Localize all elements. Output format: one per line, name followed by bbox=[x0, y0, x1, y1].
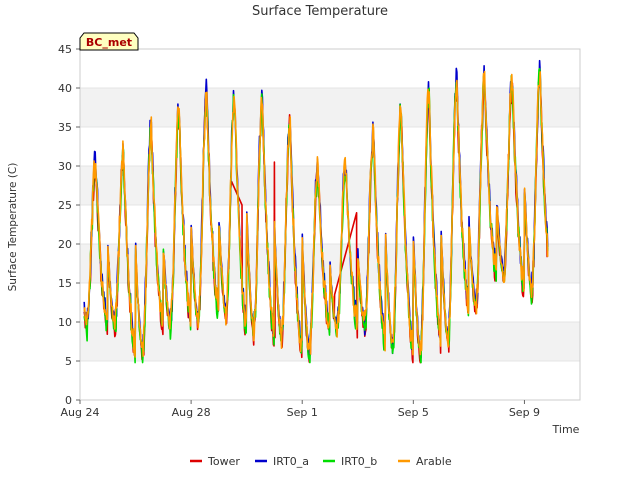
legend-label: IRT0_a bbox=[273, 455, 309, 468]
y-tick-label: 25 bbox=[58, 199, 72, 212]
y-tick-label: 20 bbox=[58, 238, 72, 251]
site-badge-label: BC_met bbox=[86, 36, 132, 49]
legend: Tower IRT0_a IRT0_b Arable bbox=[190, 455, 452, 468]
grid-band bbox=[80, 166, 580, 205]
plot-frame bbox=[79, 48, 581, 401]
y-tick-label: 40 bbox=[58, 82, 72, 95]
x-axis-label: Time bbox=[552, 423, 580, 436]
y-axis-label: Surface Temperature (C) bbox=[7, 163, 19, 292]
x-tick-label: Sep 5 bbox=[398, 406, 429, 419]
series-line-arable bbox=[83, 70, 549, 358]
y-tick-label: 10 bbox=[58, 316, 72, 329]
y-axis: 0 5 10 15 20 25 30 35 40 45 bbox=[58, 43, 80, 407]
series-lines bbox=[83, 59, 549, 364]
legend-label: Arable bbox=[416, 455, 452, 468]
x-tick-label: Aug 28 bbox=[172, 406, 211, 419]
y-tick-label: 35 bbox=[58, 121, 72, 134]
site-badge: BC_met bbox=[79, 32, 139, 51]
y-tick-label: 30 bbox=[58, 160, 72, 173]
y-tick-label: 45 bbox=[58, 43, 72, 56]
y-tick-label: 15 bbox=[58, 277, 72, 290]
legend-label: IRT0_b bbox=[341, 455, 377, 468]
x-tick-label: Aug 24 bbox=[61, 406, 100, 419]
chart-title: Surface Temperature bbox=[252, 4, 388, 19]
x-tick-label: Sep 1 bbox=[287, 406, 318, 419]
legend-label: Tower bbox=[207, 455, 240, 468]
y-tick-label: 5 bbox=[65, 355, 72, 368]
y-tick-label: 0 bbox=[65, 394, 72, 407]
x-tick-label: Sep 9 bbox=[509, 406, 540, 419]
grid-band bbox=[80, 88, 580, 127]
x-axis: Aug 24 Aug 28 Sep 1 Sep 5 Sep 9 bbox=[61, 400, 540, 419]
site-badge-box bbox=[79, 32, 139, 51]
